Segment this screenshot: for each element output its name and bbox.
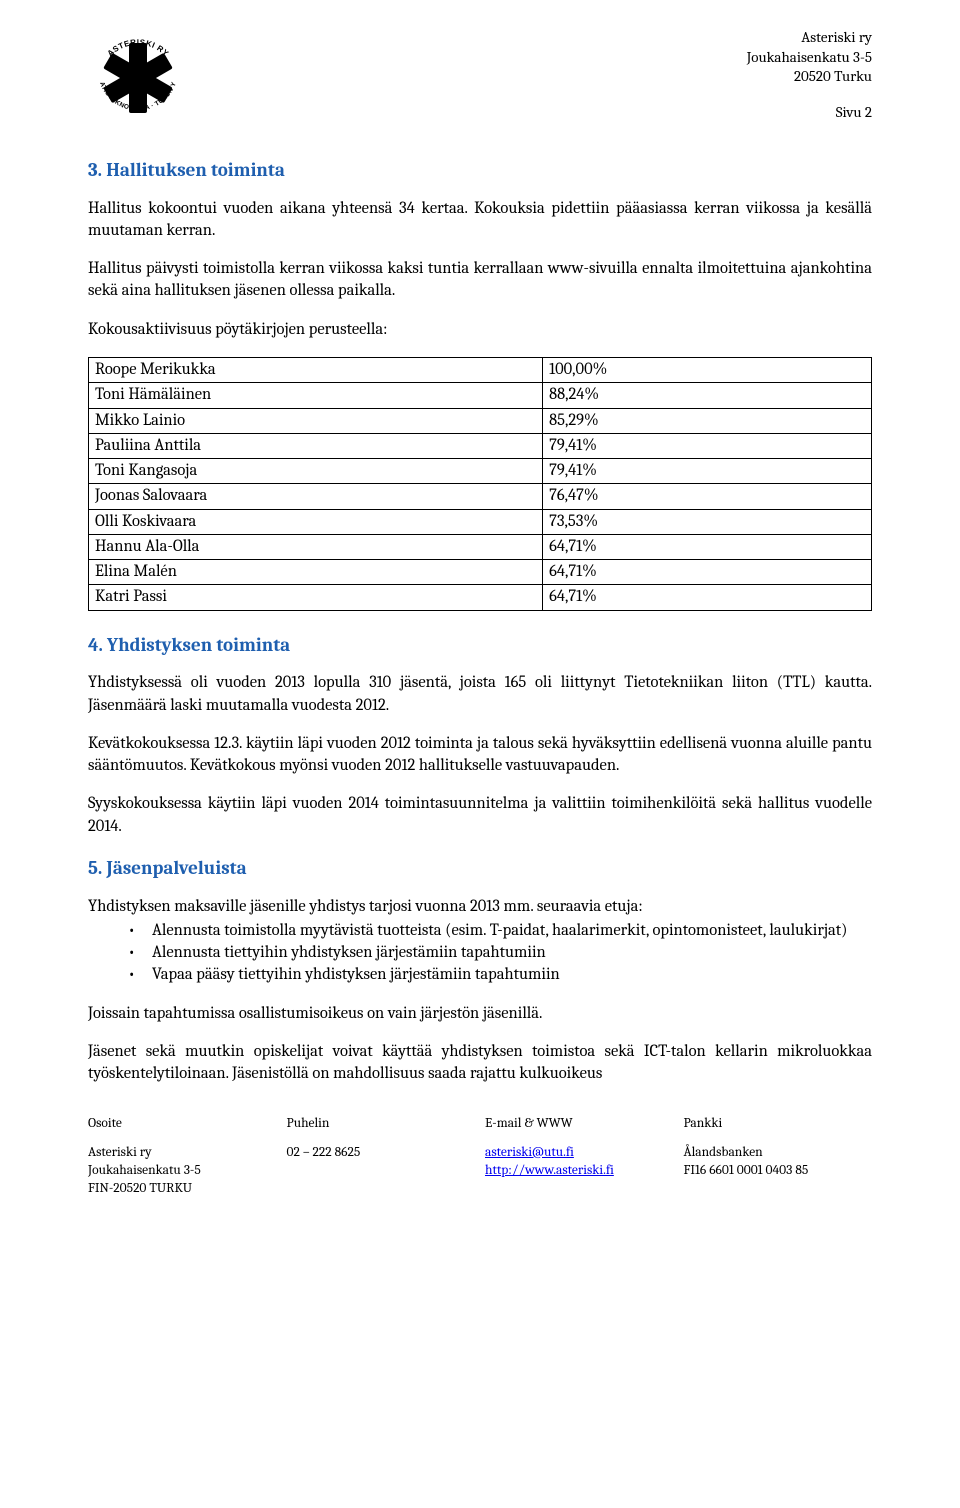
list-item: Vapaa pääsy tiettyihin yhdistyksen järje… bbox=[128, 964, 872, 986]
table-row: Hannu Ala-Olla64,71% bbox=[89, 534, 872, 559]
asteriski-logo-icon: ASTERISKI RY INFORMAATIOTEKNOLOGIA · TUR… bbox=[88, 28, 188, 128]
table-row: Elina Malén64,71% bbox=[89, 560, 872, 585]
attendance-name: Roope Merikukka bbox=[89, 357, 543, 382]
section-5-heading: 5. Jäsenpalveluista bbox=[88, 856, 872, 882]
attendance-name: Hannu Ala-Olla bbox=[89, 534, 543, 559]
attendance-name: Elina Malén bbox=[89, 560, 543, 585]
benefits-list: Alennusta toimistolla myytävistä tuottei… bbox=[128, 920, 872, 987]
footer-bank-1: Ålandsbanken bbox=[684, 1144, 873, 1162]
footer-values: Asteriski ry Joukahaisenkatu 3-5 FIN-205… bbox=[88, 1144, 872, 1199]
attendance-percent: 64,71% bbox=[543, 560, 872, 585]
footer-headings: Osoite Puhelin E-mail & WWW Pankki bbox=[88, 1115, 872, 1133]
table-row: Olli Koskivaara73,53% bbox=[89, 509, 872, 534]
section-5-p2: Joissain tapahtumissa osallistumisoikeus… bbox=[88, 1003, 872, 1025]
section-5-p3: Jäsenet sekä muutkin opiskelijat voivat … bbox=[88, 1041, 872, 1086]
page-footer: Osoite Puhelin E-mail & WWW Pankki Aster… bbox=[88, 1115, 872, 1198]
table-row: Pauliina Anttila79,41% bbox=[89, 433, 872, 458]
attendance-name: Toni Kangasoja bbox=[89, 459, 543, 484]
page-header: ASTERISKI RY INFORMAATIOTEKNOLOGIA · TUR… bbox=[88, 28, 872, 128]
footer-bank-2: FI16 6601 0001 0403 85 bbox=[684, 1162, 873, 1180]
footer-email-link[interactable]: asteriski@utu.fi bbox=[485, 1145, 574, 1160]
attendance-name: Mikko Lainio bbox=[89, 408, 543, 433]
attendance-percent: 73,53% bbox=[543, 509, 872, 534]
footer-col-www: asteriski@utu.fi http://www.asteriski.fi bbox=[485, 1144, 674, 1199]
attendance-percent: 76,47% bbox=[543, 484, 872, 509]
table-row: Katri Passi64,71% bbox=[89, 585, 872, 610]
footer-www-link[interactable]: http://www.asteriski.fi bbox=[485, 1163, 614, 1178]
table-row: Roope Merikukka100,00% bbox=[89, 357, 872, 382]
section-4-heading: 4. Yhdistyksen toiminta bbox=[88, 633, 872, 659]
section-3-p2: Hallitus päivysti toimistolla kerran vii… bbox=[88, 258, 872, 303]
section-4-p1: Yhdistyksessä oli vuoden 2013 lopulla 31… bbox=[88, 672, 872, 717]
attendance-name: Pauliina Anttila bbox=[89, 433, 543, 458]
attendance-percent: 88,24% bbox=[543, 383, 872, 408]
footer-phone: 02 – 222 8625 bbox=[287, 1144, 476, 1162]
list-item: Alennusta tiettyihin yhdistyksen järjest… bbox=[128, 942, 872, 964]
section-5-p1: Yhdistyksen maksaville jäsenille yhdisty… bbox=[88, 896, 872, 918]
section-4-p3: Syyskokouksessa käytiin läpi vuoden 2014… bbox=[88, 793, 872, 838]
attendance-table: Roope Merikukka100,00%Toni Hämäläinen88,… bbox=[88, 357, 872, 611]
footer-col-phone: 02 – 222 8625 bbox=[287, 1144, 476, 1199]
attendance-name: Olli Koskivaara bbox=[89, 509, 543, 534]
footer-head-1: Osoite bbox=[88, 1115, 277, 1133]
table-row: Joonas Salovaara76,47% bbox=[89, 484, 872, 509]
footer-head-4: Pankki bbox=[684, 1115, 873, 1133]
footer-addr-2: Joukahaisenkatu 3-5 bbox=[88, 1162, 277, 1180]
footer-addr-1: Asteriski ry bbox=[88, 1144, 277, 1162]
attendance-percent: 79,41% bbox=[543, 459, 872, 484]
attendance-percent: 85,29% bbox=[543, 408, 872, 433]
attendance-name: Katri Passi bbox=[89, 585, 543, 610]
footer-head-2: Puhelin bbox=[287, 1115, 476, 1133]
header-postal: 20520 Turku bbox=[747, 67, 872, 87]
header-address: Asteriski ry Joukahaisenkatu 3-5 20520 T… bbox=[747, 28, 872, 122]
section-3-p1: Hallitus kokoontui vuoden aikana yhteens… bbox=[88, 198, 872, 243]
attendance-percent: 100,00% bbox=[543, 357, 872, 382]
attendance-name: Toni Hämäläinen bbox=[89, 383, 543, 408]
footer-col-bank: Ålandsbanken FI16 6601 0001 0403 85 bbox=[684, 1144, 873, 1199]
table-row: Mikko Lainio85,29% bbox=[89, 408, 872, 433]
attendance-percent: 64,71% bbox=[543, 585, 872, 610]
table-row: Toni Kangasoja79,41% bbox=[89, 459, 872, 484]
list-item: Alennusta toimistolla myytävistä tuottei… bbox=[128, 920, 872, 942]
section-3-p3: Kokousaktiivisuus pöytäkirjojen perustee… bbox=[88, 319, 872, 341]
attendance-name: Joonas Salovaara bbox=[89, 484, 543, 509]
footer-col-address: Asteriski ry Joukahaisenkatu 3-5 FIN-205… bbox=[88, 1144, 277, 1199]
header-address-line: Joukahaisenkatu 3-5 bbox=[747, 48, 872, 68]
section-3-heading: 3. Hallituksen toiminta bbox=[88, 158, 872, 184]
table-row: Toni Hämäläinen88,24% bbox=[89, 383, 872, 408]
attendance-percent: 64,71% bbox=[543, 534, 872, 559]
attendance-percent: 79,41% bbox=[543, 433, 872, 458]
footer-addr-3: FIN-20520 TURKU bbox=[88, 1180, 277, 1198]
footer-head-3: E-mail & WWW bbox=[485, 1115, 674, 1133]
page-number: Sivu 2 bbox=[747, 103, 872, 123]
section-4-p2: Kevätkokouksessa 12.3. käytiin läpi vuod… bbox=[88, 733, 872, 778]
header-org-name: Asteriski ry bbox=[747, 28, 872, 48]
